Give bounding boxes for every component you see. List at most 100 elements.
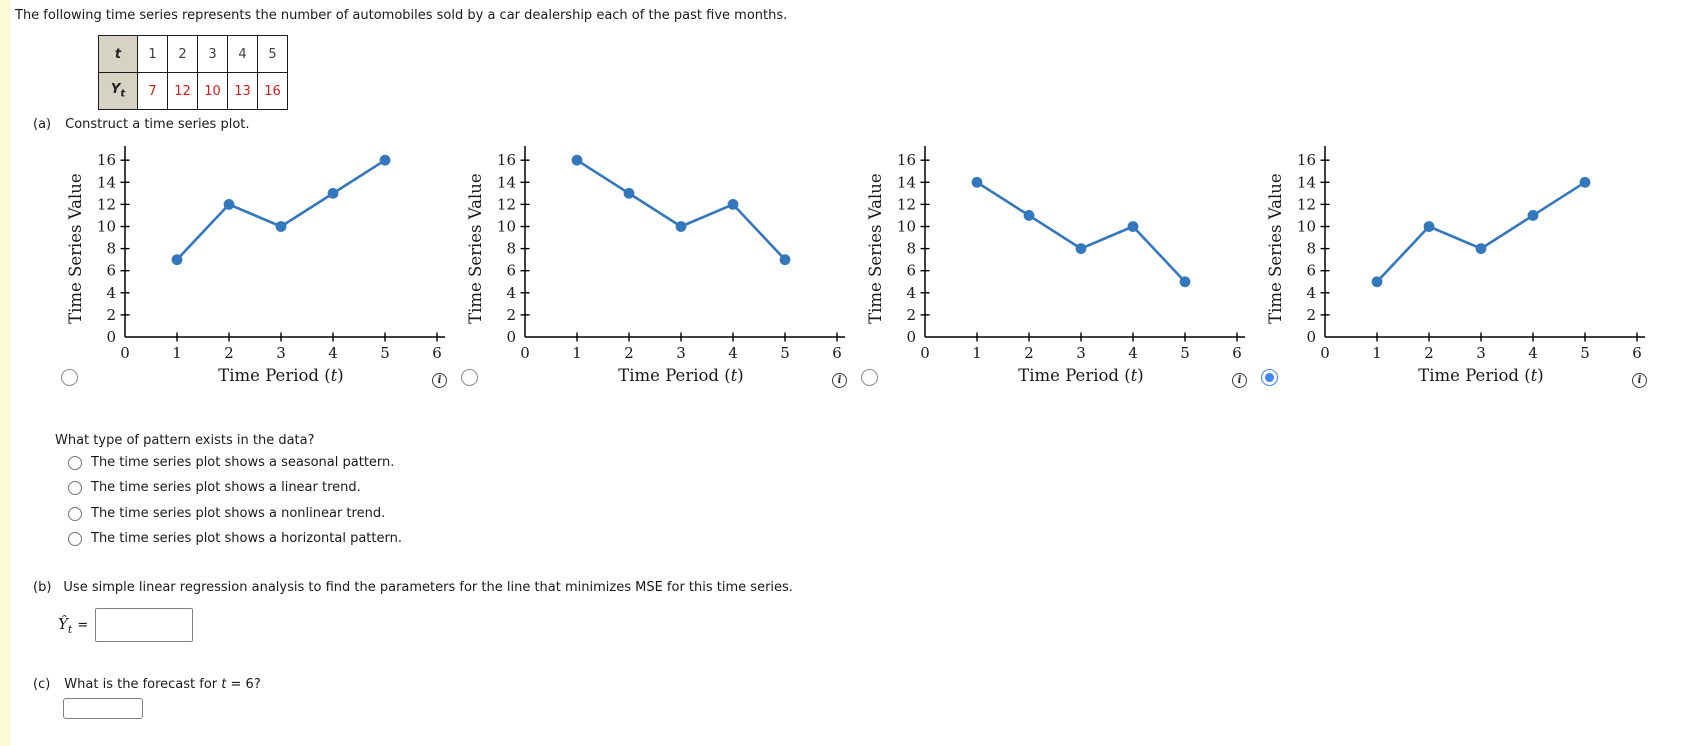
svg-text:5: 5 bbox=[380, 344, 390, 362]
svg-text:14: 14 bbox=[497, 173, 516, 191]
pattern-option-label-1: The time series plot shows a seasonal pa… bbox=[91, 455, 395, 470]
info-icon-3[interactable]: i bbox=[1232, 373, 1247, 388]
chart-option-radio-3[interactable] bbox=[861, 369, 878, 386]
time-series-plot-3: 0 1 2 3 4 5 6 0 2 4 6 8 10 12 14 16 Time Series Value Tim… bbox=[855, 138, 1253, 394]
svg-text:3: 3 bbox=[1076, 344, 1086, 362]
part-b-label: (b) bbox=[33, 580, 52, 595]
data-table: t 1 2 3 4 5 Yt 7 12 10 13 16 bbox=[98, 35, 288, 110]
page-margin-strip bbox=[0, 0, 10, 746]
svg-text:12: 12 bbox=[97, 195, 116, 213]
svg-text:0: 0 bbox=[920, 344, 930, 362]
svg-text:2: 2 bbox=[1306, 306, 1316, 324]
svg-text:Time Period (t): Time Period (t) bbox=[618, 366, 743, 385]
part-b-row: (b) Use simple linear regression analysis… bbox=[33, 580, 793, 595]
svg-text:16: 16 bbox=[97, 151, 116, 169]
svg-text:12: 12 bbox=[897, 195, 916, 213]
chart-option-radio-1[interactable] bbox=[61, 369, 78, 386]
svg-text:0: 0 bbox=[906, 328, 916, 346]
svg-text:10: 10 bbox=[897, 218, 916, 236]
svg-text:4: 4 bbox=[328, 344, 338, 362]
svg-text:4: 4 bbox=[906, 284, 916, 302]
forecast-input[interactable] bbox=[63, 698, 143, 719]
part-c-row: (c) What is the forecast for t = 6? bbox=[33, 677, 261, 692]
table-cell-t5: 5 bbox=[257, 35, 288, 73]
svg-text:0: 0 bbox=[1306, 328, 1316, 346]
info-i-glyph: i bbox=[837, 374, 842, 386]
time-series-plot-2: 0 1 2 3 4 5 6 0 2 4 6 8 10 12 14 16 Time Series Value Tim… bbox=[455, 138, 853, 394]
svg-text:2: 2 bbox=[624, 344, 634, 362]
chart-option-radio-4[interactable] bbox=[1261, 369, 1278, 386]
y-hat-base: Ŷ bbox=[58, 614, 68, 633]
svg-text:2: 2 bbox=[106, 306, 116, 324]
svg-text:16: 16 bbox=[1297, 151, 1316, 169]
svg-text:14: 14 bbox=[1297, 173, 1316, 191]
svg-text:6: 6 bbox=[1632, 344, 1642, 362]
pattern-option-2: The time series plot shows a linear tren… bbox=[68, 480, 361, 495]
table-cell-y4: 13 bbox=[227, 72, 258, 110]
table-cell-y1: 7 bbox=[137, 72, 168, 110]
part-a-label: (a) bbox=[33, 117, 52, 132]
svg-text:4: 4 bbox=[1128, 344, 1138, 362]
chart-option-4: 0 1 2 3 4 5 6 0 2 4 6 8 10 12 14 16 Time Series Value Tim… bbox=[1255, 138, 1655, 394]
yt-base: Y bbox=[110, 82, 121, 98]
table-row: Yt 7 12 10 13 16 bbox=[98, 72, 288, 110]
svg-text:3: 3 bbox=[676, 344, 686, 362]
svg-text:0: 0 bbox=[1320, 344, 1330, 362]
svg-text:6: 6 bbox=[906, 262, 916, 280]
svg-text:8: 8 bbox=[906, 240, 916, 258]
pattern-option-radio-1[interactable] bbox=[68, 455, 82, 470]
svg-text:8: 8 bbox=[506, 240, 516, 258]
table-row: t 1 2 3 4 5 bbox=[98, 35, 288, 73]
svg-text:4: 4 bbox=[1306, 284, 1316, 302]
chart-option-radio-2[interactable] bbox=[461, 369, 478, 386]
svg-text:6: 6 bbox=[506, 262, 516, 280]
svg-text:6: 6 bbox=[432, 344, 442, 362]
svg-text:4: 4 bbox=[106, 284, 116, 302]
svg-text:3: 3 bbox=[1476, 344, 1486, 362]
info-i-glyph: i bbox=[437, 374, 442, 386]
table-header-t: t bbox=[98, 35, 138, 73]
svg-text:2: 2 bbox=[906, 306, 916, 324]
svg-text:16: 16 bbox=[897, 151, 916, 169]
intro-text: The following time series represents the… bbox=[15, 8, 788, 23]
svg-text:1: 1 bbox=[1372, 344, 1382, 362]
part-c-text: What is the forecast for t = 6? bbox=[64, 677, 261, 692]
svg-text:16: 16 bbox=[497, 151, 516, 169]
table-cell-t1: 1 bbox=[137, 35, 168, 73]
svg-text:Time Series Value: Time Series Value bbox=[866, 173, 885, 324]
part-a-row: (a) Construct a time series plot. bbox=[33, 117, 250, 132]
svg-text:3: 3 bbox=[276, 344, 286, 362]
svg-text:0: 0 bbox=[506, 328, 516, 346]
table-cell-t4: 4 bbox=[227, 35, 258, 73]
svg-text:Time Period (t): Time Period (t) bbox=[218, 366, 343, 385]
svg-text:Time Period (t): Time Period (t) bbox=[1418, 366, 1543, 385]
info-icon-2[interactable]: i bbox=[832, 373, 847, 388]
svg-text:14: 14 bbox=[97, 173, 116, 191]
pattern-option-radio-2[interactable] bbox=[68, 480, 82, 495]
part-b-text: Use simple linear regression analysis to… bbox=[63, 580, 793, 595]
time-series-plot-4: 0 1 2 3 4 5 6 0 2 4 6 8 10 12 14 16 Time Series Value Tim… bbox=[1255, 138, 1653, 394]
svg-text:Time Series Value: Time Series Value bbox=[1266, 173, 1285, 324]
pattern-question: What type of pattern exists in the data? bbox=[55, 433, 315, 448]
svg-text:8: 8 bbox=[106, 240, 116, 258]
pattern-option-label-2: The time series plot shows a linear tren… bbox=[91, 480, 361, 495]
svg-text:0: 0 bbox=[520, 344, 530, 362]
svg-text:2: 2 bbox=[224, 344, 234, 362]
info-i-glyph: i bbox=[1637, 374, 1642, 386]
part-c-label: (c) bbox=[33, 677, 51, 692]
pattern-option-4: The time series plot shows a horizontal … bbox=[68, 531, 402, 546]
table-cell-y2: 12 bbox=[167, 72, 198, 110]
svg-text:6: 6 bbox=[106, 262, 116, 280]
svg-text:14: 14 bbox=[897, 173, 916, 191]
svg-text:10: 10 bbox=[497, 218, 516, 236]
info-i-glyph: i bbox=[1237, 374, 1242, 386]
regression-equation-input[interactable] bbox=[95, 608, 194, 642]
svg-text:Time Series Value: Time Series Value bbox=[66, 173, 85, 324]
table-cell-t2: 2 bbox=[167, 35, 198, 73]
info-icon-1[interactable]: i bbox=[432, 373, 447, 388]
table-cell-t3: 3 bbox=[197, 35, 228, 73]
yt-sub: t bbox=[120, 88, 126, 100]
pattern-option-radio-4[interactable] bbox=[68, 531, 82, 546]
info-icon-4[interactable]: i bbox=[1632, 373, 1647, 388]
pattern-option-radio-3[interactable] bbox=[68, 506, 82, 521]
